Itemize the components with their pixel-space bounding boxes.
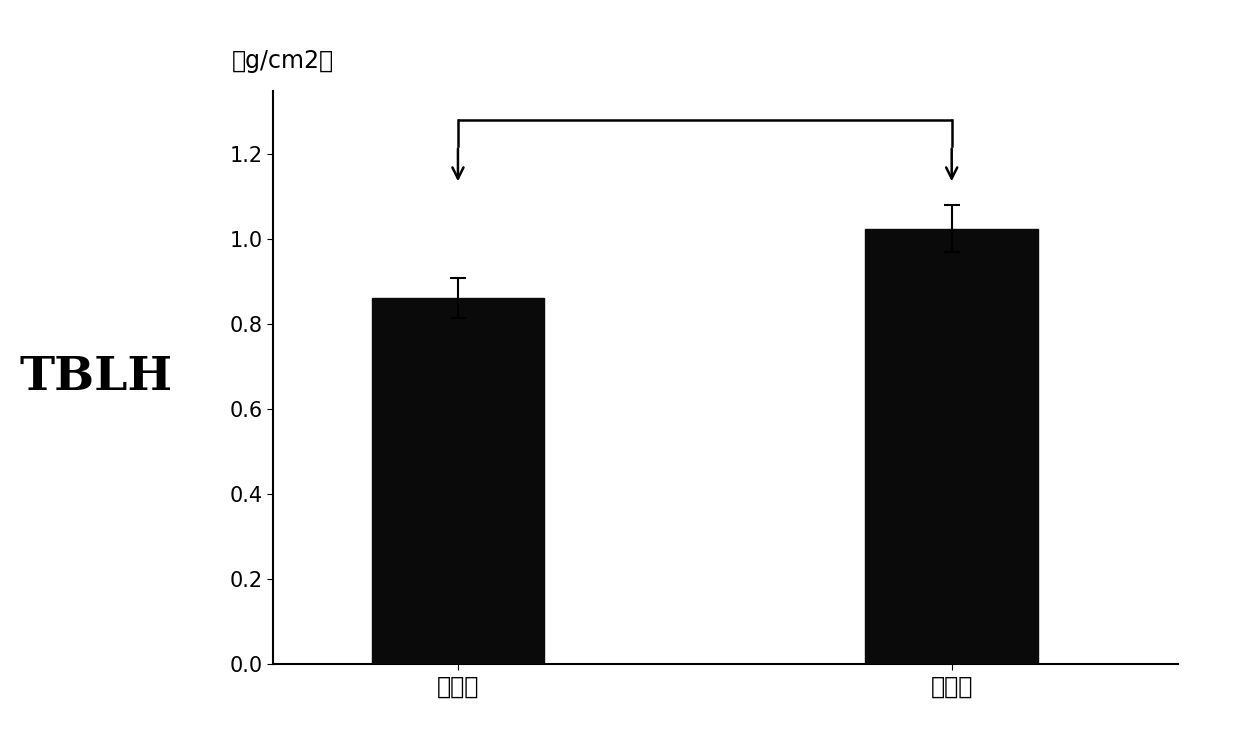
Bar (866, 229, 1038, 664)
Bar (372, 298, 544, 664)
Text: TBLH: TBLH (20, 355, 172, 400)
Text: （g/cm2）: （g/cm2） (232, 49, 335, 73)
